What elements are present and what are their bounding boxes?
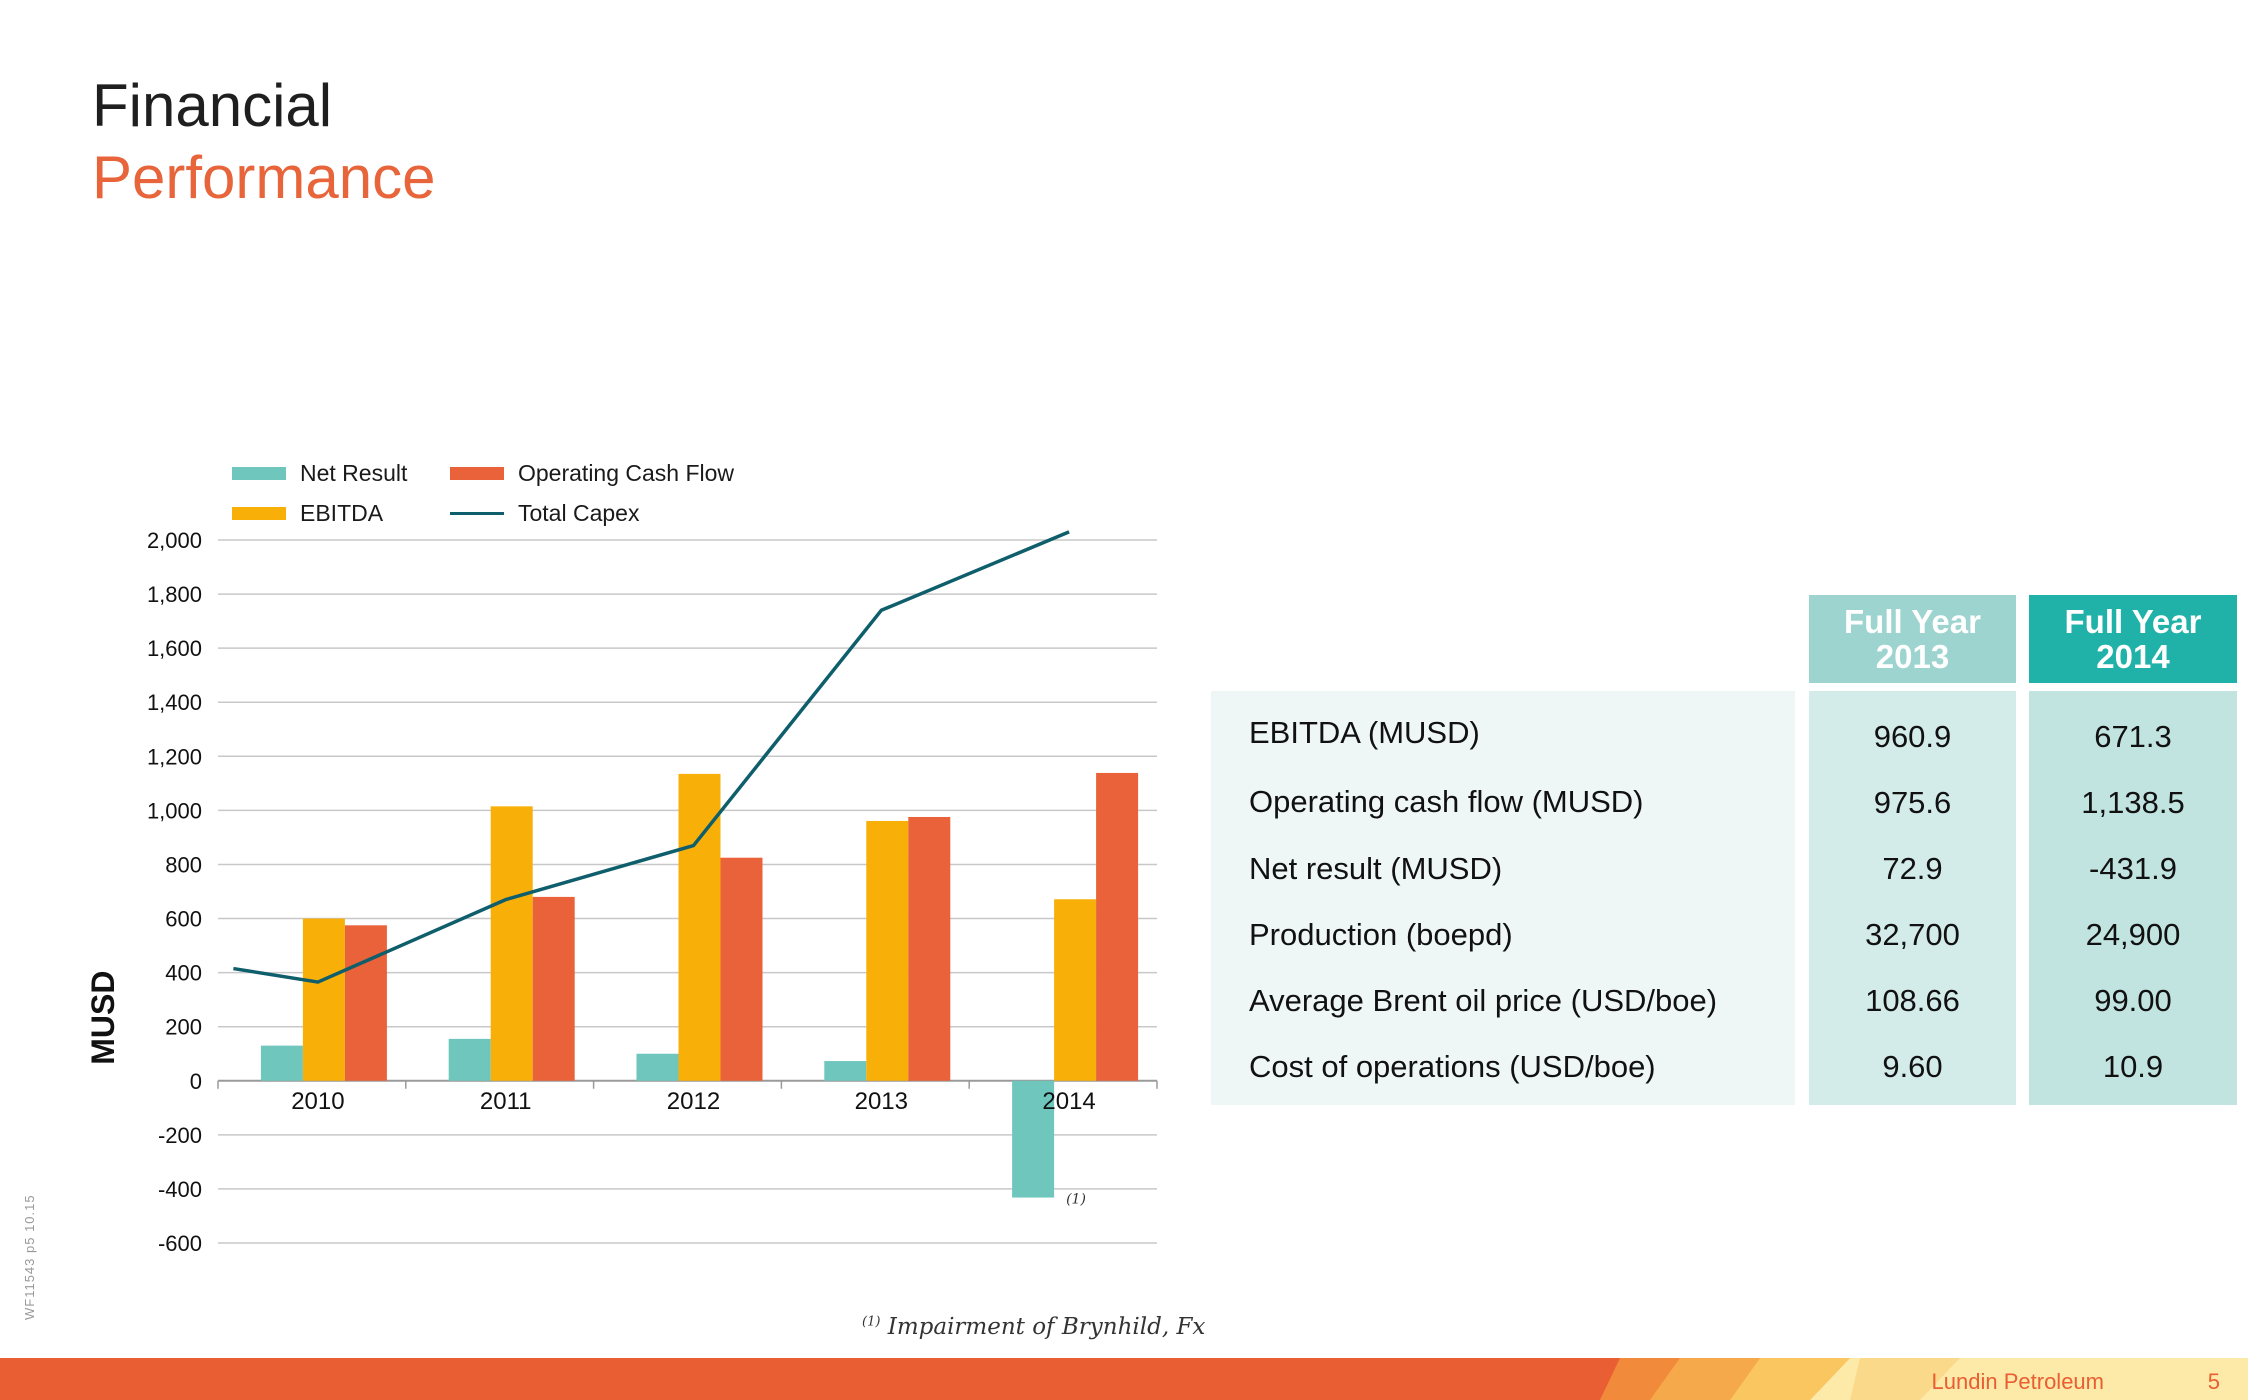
y-tick-label: 1,600 — [147, 636, 202, 661]
header-2014-line2: 2014 — [2096, 638, 2170, 675]
table-cell-2014: 24,900 — [2085, 917, 2181, 952]
table-row-label: Average Brent oil price (USD/boe) — [1249, 983, 1718, 1018]
y-tick-label: 1,200 — [147, 744, 202, 769]
table-cell-2013: 108.66 — [1865, 983, 1960, 1018]
legend-swatch-ebitda — [232, 507, 286, 520]
y-tick-label: 0 — [190, 1069, 202, 1094]
bar-net-result — [824, 1061, 867, 1081]
table-column-2013 — [1809, 691, 2016, 1105]
table-cell-2014: 99.00 — [2094, 983, 2172, 1018]
y-tick-label: 1,400 — [147, 690, 202, 715]
x-tick-label: 2011 — [480, 1088, 532, 1115]
y-tick-label: -600 — [158, 1231, 202, 1256]
x-tick-label: 2014 — [1042, 1088, 1095, 1115]
table-row-label: Net result (MUSD) — [1249, 851, 1503, 886]
table-column-2014 — [2029, 691, 2237, 1105]
table-row-label: Operating cash flow (MUSD) — [1249, 784, 1644, 819]
x-tick-label: 2013 — [855, 1088, 908, 1115]
bar-net-result — [260, 1045, 303, 1081]
legend-label-operating-cash-flow: Operating Cash Flow — [518, 460, 735, 486]
bar-annotation: (1) — [1066, 1192, 1086, 1208]
table-row-label: Production (boepd) — [1249, 917, 1513, 952]
table-cell-2014: 10.9 — [2102, 1049, 2164, 1084]
table-label-column — [1211, 691, 1795, 1105]
footnote-text: Impairment of Brynhild, Fx — [887, 1314, 1206, 1340]
bar-ebitda — [1054, 899, 1097, 1081]
legend-item-ebitda: EBITDA — [232, 500, 383, 527]
chart-footnote: (1) Impairment of Brynhild, Fx — [862, 1314, 1205, 1340]
bar-operating-cash-flow — [720, 857, 763, 1081]
table-cell-2013: 975.6 — [1873, 785, 1952, 820]
y-axis-label: MUSD — [85, 971, 121, 1065]
header-2014-line1: Full Year — [2064, 603, 2202, 640]
line-total-capex — [233, 530, 1070, 984]
y-tick-label: 600 — [165, 907, 202, 932]
legend-item-total-capex: Total Capex — [450, 500, 639, 527]
table-cell-2014: 671.3 — [2094, 719, 2172, 754]
legend-item-net-result: Net Result — [232, 460, 407, 487]
y-tick-label: 400 — [165, 961, 202, 986]
document-code: WF11543 p5 10.15 — [22, 1194, 37, 1320]
header-2013-line2: 2013 — [1875, 638, 1950, 675]
table-cell-2013: 72.9 — [1882, 851, 1943, 886]
y-tick-label: 1,800 — [147, 582, 202, 607]
y-tick-label: 2,000 — [147, 528, 202, 553]
legend-label-ebitda: EBITDA — [300, 500, 384, 526]
footer-decoration — [1600, 1358, 2248, 1400]
bar-net-result — [636, 1053, 679, 1081]
table-row-label: Cost of operations (USD/boe) — [1249, 1049, 1656, 1084]
bar-operating-cash-flow — [344, 925, 387, 1081]
bar-operating-cash-flow — [1096, 772, 1139, 1081]
legend-label-total-capex: Total Capex — [518, 500, 640, 526]
x-tick-label: 2012 — [667, 1088, 720, 1115]
footer-page-number: 5 — [2207, 1369, 2220, 1394]
y-tick-label: -400 — [158, 1177, 202, 1202]
y-tick-label: 1,000 — [147, 798, 202, 823]
table-header-2014: Full Year 2014 — [2029, 595, 2237, 683]
table-cell-2013: 9.60 — [1882, 1049, 1943, 1084]
bar-net-result — [1012, 1080, 1055, 1198]
legend-swatch-operating-cash-flow — [450, 467, 504, 480]
bar-ebitda — [678, 773, 721, 1081]
bar-operating-cash-flow — [532, 896, 575, 1081]
legend-swatch-net-result — [232, 467, 286, 480]
y-tick-label: -200 — [158, 1123, 202, 1148]
table-cell-2013: 32,700 — [1865, 917, 1960, 952]
financial-chart: 2,000 1,800 1,600 1,400 1,200 1,000 800 600 400 2… — [85, 528, 1158, 1256]
y-tick-label: 200 — [165, 1015, 202, 1040]
bar-operating-cash-flow — [908, 816, 951, 1081]
footer-bar — [0, 1358, 2248, 1400]
y-tick-label: 800 — [165, 852, 202, 877]
bar-ebitda — [490, 806, 533, 1081]
table-cell-2014: 1,138.5 — [2081, 785, 2185, 820]
x-tick-label: 2010 — [291, 1088, 344, 1115]
legend-label-net-result: Net Result — [300, 460, 408, 486]
legend-line-total-capex — [450, 512, 504, 515]
bar-ebitda — [866, 820, 909, 1081]
footnote-marker: (1) — [862, 1314, 881, 1330]
table-row-label: EBITDA (MUSD) — [1249, 715, 1480, 750]
slide-title-line-2: Performance — [92, 144, 436, 211]
bar-net-result — [448, 1038, 491, 1081]
table-cell-2013: 960.9 — [1873, 719, 1952, 754]
table-header-2013: Full Year 2013 — [1809, 595, 2016, 683]
footer-company-name: Lundin Petroleum — [1931, 1369, 2104, 1394]
legend-item-operating-cash-flow: Operating Cash Flow — [450, 460, 734, 487]
header-2013-line1: Full Year — [1844, 603, 1981, 640]
slide-title-line-1: Financial — [92, 72, 333, 139]
table-cell-2014: -431.9 — [2089, 851, 2177, 886]
bar-ebitda — [302, 918, 345, 1081]
